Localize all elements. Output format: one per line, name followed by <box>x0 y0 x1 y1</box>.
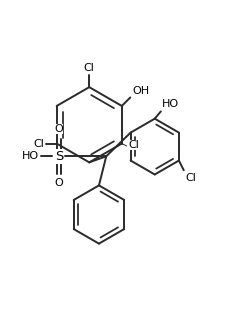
Text: HO: HO <box>162 100 179 110</box>
Text: Cl: Cl <box>84 63 95 73</box>
Text: HO: HO <box>22 151 39 161</box>
Text: O: O <box>55 178 63 188</box>
Text: OH: OH <box>132 86 149 96</box>
Text: S: S <box>55 150 63 163</box>
Text: O: O <box>55 124 63 135</box>
Text: Cl: Cl <box>128 140 139 150</box>
Text: Cl: Cl <box>185 173 196 183</box>
Text: Cl: Cl <box>33 139 44 149</box>
